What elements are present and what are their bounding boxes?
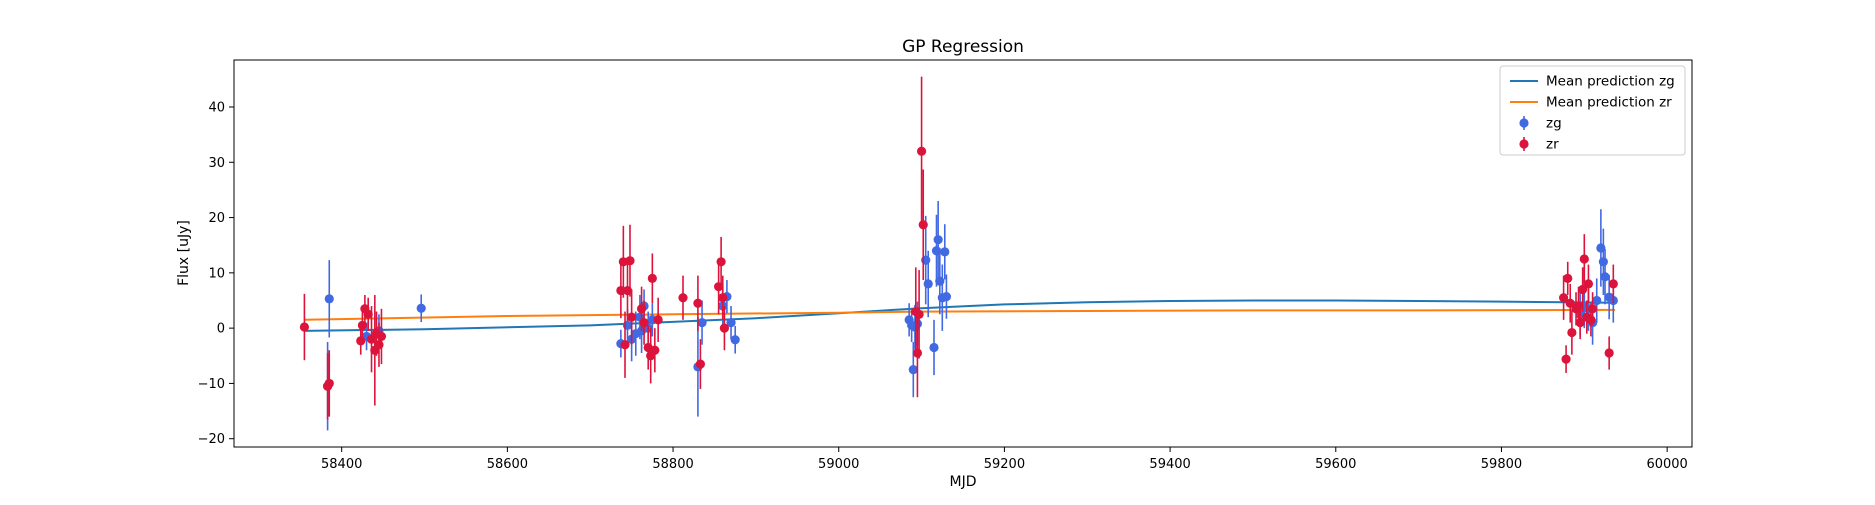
legend-point-swatch [1519,139,1529,149]
point-zr [719,323,730,333]
point-zr [1575,318,1585,328]
y-tick-label: 0 [217,322,225,337]
point-zg [929,342,939,353]
point-zr [363,309,373,319]
point-zg [908,365,918,375]
axes-frame [233,59,1693,448]
point-zr [1604,348,1614,358]
point-zr [356,336,366,346]
legend-label: Mean prediction zr [1546,95,1672,111]
point-zr [376,331,387,342]
point-zg [941,292,952,302]
plot-area [299,76,1618,431]
point-zg [1592,295,1602,306]
point-zr [1567,327,1577,338]
legend-box [1499,65,1686,156]
point-zr [1558,293,1569,303]
point-zr [639,318,649,328]
point-zr [1563,273,1573,283]
x-axis-title: MJD [950,474,977,490]
point-zr [693,298,703,308]
legend-label: zr [1546,137,1559,153]
point-zr [625,256,635,266]
chart-title: GP Regression [902,37,1024,57]
y-axis-title: Flux [uJy] [176,220,192,286]
legend-label: Mean prediction zg [1546,74,1675,90]
point-zr [695,359,705,369]
y-tick-label: 40 [208,100,225,115]
x-tick-label: 59200 [984,457,1025,472]
point-zr [650,345,660,355]
x-tick-label: 59000 [818,457,859,472]
point-zg [923,279,933,289]
x-tick-label: 58400 [321,457,362,472]
point-zr [716,257,726,267]
point-zr [1578,284,1588,295]
point-zr [324,378,334,389]
point-zr [1586,315,1596,325]
point-zg [726,318,736,328]
y-tick-label: 20 [208,211,225,226]
point-zg [1600,272,1610,282]
y-tick-label: 10 [208,266,225,281]
point-zr [1587,304,1598,314]
point-zr [1608,279,1618,289]
y-tick-label: −20 [198,432,225,447]
x-tick-label: 59800 [1481,457,1522,472]
legend-label: zg [1546,116,1562,132]
y-tick-label: −10 [198,377,225,392]
point-zr [647,273,657,283]
point-zr [653,315,663,325]
point-zg [1598,257,1608,267]
point-zr [912,348,923,358]
point-zr [678,293,688,303]
point-zr [916,146,927,156]
point-zr [357,320,368,330]
point-zr [627,312,637,322]
point-zr [620,340,630,350]
point-zr [918,220,928,230]
y-tick-label: 30 [208,156,225,171]
point-zg [697,318,707,328]
x-tick-label: 58600 [487,457,528,472]
point-zr [1561,354,1571,364]
point-zg [730,335,740,345]
line-mean-prediction-zg [304,299,1616,332]
x-tick-label: 58800 [652,457,693,472]
x-tick-label: 59400 [1149,457,1190,472]
point-zr [299,322,310,332]
point-zr [1583,279,1594,289]
axes: 58400 58600 58800 59000 59200 59400 59600 59800… [198,59,1693,472]
x-tick-label: 60000 [1646,457,1687,472]
point-zr [1579,254,1589,264]
point-zg [416,303,426,313]
point-zg [940,247,950,257]
legend-point-swatch [1519,118,1529,128]
point-zr [1573,301,1584,311]
point-zg [324,294,334,304]
legend: Mean prediction zg Mean prediction zr zg zr [1499,65,1686,156]
point-zr [1565,298,1575,308]
x-tick-label: 59600 [1315,457,1356,472]
point-zr [718,293,728,303]
point-zr [914,309,924,319]
point-zg [933,235,943,245]
